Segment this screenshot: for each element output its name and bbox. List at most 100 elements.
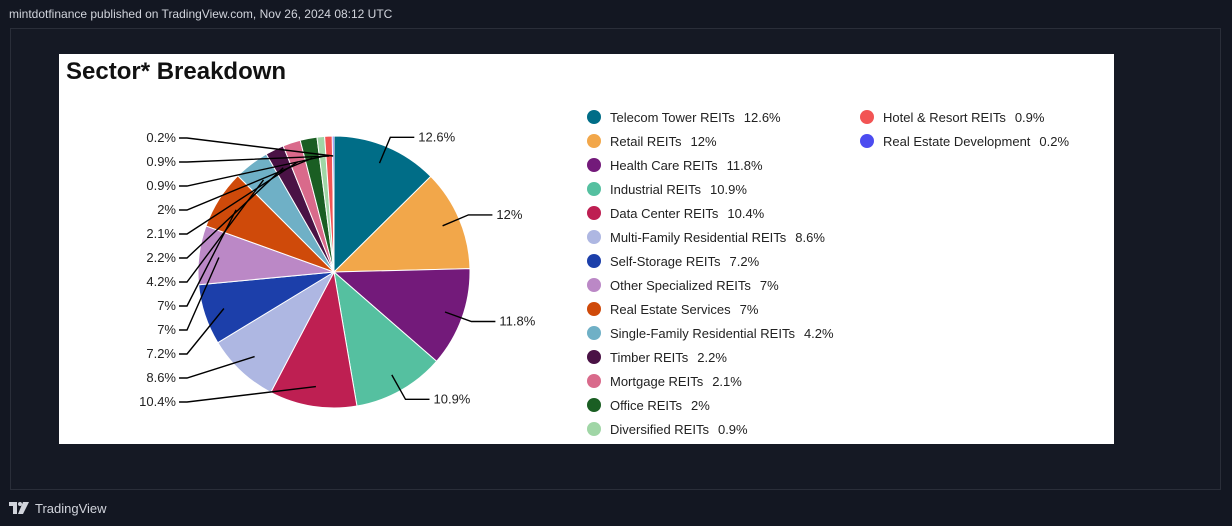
legend-swatch <box>587 230 601 244</box>
leader-line-hotel-and-resort-reits <box>179 155 330 163</box>
legend-label: Telecom Tower REITs <box>610 109 735 125</box>
data-label-industrial-reits: 10.9% <box>434 391 471 406</box>
data-label-self-storage-reits: 7.2% <box>146 346 176 361</box>
legend-label: Self-Storage REITs <box>610 253 721 269</box>
legend-label: Mortgage REITs <box>610 373 704 389</box>
data-label-retail-reits: 12% <box>496 207 522 222</box>
legend-value: 8.6% <box>795 229 825 245</box>
leader-line-self-storage-reits <box>179 308 225 355</box>
data-label-other-specialized-reits: 7% <box>157 322 176 337</box>
leader-line-other-specialized-reits <box>179 257 220 331</box>
legend-item-retail-reits: Retail REITs 12% <box>587 129 834 153</box>
legend-value: 7% <box>739 301 759 317</box>
legend-label: Timber REITs <box>610 349 689 365</box>
legend-item-real-estate-development: Real Estate Development 0.2% <box>860 129 1069 153</box>
publisher-bar: mintdotfinance published on TradingView.… <box>0 0 1232 28</box>
legend-value: 0.9% <box>1014 109 1045 125</box>
data-label-real-estate-development: 0.2% <box>146 130 176 145</box>
publisher-text: mintdotfinance published on TradingView.… <box>9 7 393 21</box>
legend-item-industrial-reits: Industrial REITs 10.9% <box>587 177 834 201</box>
legend-swatch <box>587 398 601 412</box>
legend-value: 0.2% <box>1039 133 1070 149</box>
legend-swatch <box>587 278 601 292</box>
tradingview-logo-icon <box>9 502 29 514</box>
data-label-office-reits: 2% <box>157 202 176 217</box>
legend-value: 11.8% <box>726 157 763 173</box>
leader-line-industrial-reits <box>391 374 430 400</box>
legend-label: Industrial REITs <box>610 181 702 197</box>
data-label-multi-family-residential-reits: 8.6% <box>146 370 176 385</box>
legend-swatch <box>587 422 601 436</box>
legend-value: 12% <box>690 133 717 149</box>
legend-item-telecom-tower-reits: Telecom Tower REITs 12.6% <box>587 105 834 129</box>
legend-swatch <box>587 326 601 340</box>
legend-value: 2.2% <box>697 349 727 365</box>
chart-title: Sector* Breakdown <box>66 58 287 85</box>
legend-swatch <box>860 110 874 124</box>
legend-label: Hotel & Resort REITs <box>883 109 1006 125</box>
legend-value: 7.2% <box>729 253 760 269</box>
legend-item-real-estate-services: Real Estate Services 7% <box>587 297 834 321</box>
legend-swatch <box>587 158 601 172</box>
legend-item-office-reits: Office REITs 2% <box>587 393 834 417</box>
legend-swatch <box>587 254 601 268</box>
data-label-data-center-reits: 10.4% <box>139 394 176 409</box>
legend-label: Single-Family Residential REITs <box>610 325 795 341</box>
legend-label: Data Center REITs <box>610 205 719 221</box>
legend-swatch <box>587 182 601 196</box>
data-label-hotel-and-resort-reits: 0.9% <box>146 154 176 169</box>
legend-column-2: Hotel & Resort REITs 0.9% Real Estate Deve… <box>860 105 1069 153</box>
legend-swatch <box>587 374 601 388</box>
leader-line-real-estate-services <box>179 209 237 307</box>
leader-line-telecom-tower-reits <box>378 136 415 164</box>
legend-item-timber-reits: Timber REITs 2.2% <box>587 345 834 369</box>
legend-item-hotel-and-resort-reits: Hotel & Resort REITs 0.9% <box>860 105 1069 129</box>
legend-label: Real Estate Development <box>883 133 1031 149</box>
data-label-timber-reits: 2.2% <box>146 250 176 265</box>
legend-item-multi-family-residential-reits: Multi-Family Residential REITs 8.6% <box>587 225 834 249</box>
legend-label: Other Specialized REITs <box>610 277 751 293</box>
footer: TradingView <box>9 497 107 519</box>
leader-line-single-family-residential-reits <box>179 179 265 283</box>
legend-label: Diversified REITs <box>610 421 709 437</box>
legend-item-mortgage-reits: Mortgage REITs 2.1% <box>587 369 834 393</box>
legend-column-1: Telecom Tower REITs 12.6% Retail REITs 12% H… <box>587 105 834 441</box>
legend-swatch <box>587 134 601 148</box>
leader-line-real-estate-development <box>179 137 334 157</box>
leader-line-diversified-reits <box>179 155 323 187</box>
data-label-real-estate-services: 7% <box>157 298 176 313</box>
legend-label: Retail REITs <box>610 133 682 149</box>
legend-swatch <box>587 206 601 220</box>
legend-label: Office REITs <box>610 397 683 413</box>
legend-item-self-storage-reits: Self-Storage REITs 7.2% <box>587 249 834 273</box>
legend-value: 0.9% <box>717 421 748 437</box>
data-label-telecom-tower-reits: 12.6% <box>418 129 455 144</box>
data-label-single-family-residential-reits: 4.2% <box>146 274 176 289</box>
data-label-diversified-reits: 0.9% <box>146 178 176 193</box>
legend-swatch <box>587 110 601 124</box>
legend-item-health-care-reits: Health Care REITs 11.8% <box>587 153 834 177</box>
legend-label: Real Estate Services <box>610 301 731 317</box>
data-label-health-care-reits: 11.8% <box>499 314 535 329</box>
pie-chart: 12.6% 12% 11.8% 10.9% 0.2% 0.9% 0.9% 2% 2.1% 2.2%… <box>139 129 536 409</box>
legend-label: Multi-Family Residential REITs <box>610 229 787 245</box>
legend-value: 10.9% <box>710 181 747 197</box>
legend-value: 2% <box>691 397 710 413</box>
legend-value: 12.6% <box>743 109 781 125</box>
legend-item-other-specialized-reits: Other Specialized REITs 7% <box>587 273 834 297</box>
legend-item-single-family-residential-reits: Single-Family Residential REITs 4.2% <box>587 321 834 345</box>
legend-value: 2.1% <box>712 373 742 389</box>
leader-line-health-care-reits <box>444 311 496 323</box>
pie-slice-real-estate-development <box>331 135 335 273</box>
legend-value: 4.2% <box>803 325 834 341</box>
pie-slice-data-center-reits <box>270 270 358 409</box>
leader-line-data-center-reits <box>179 385 316 403</box>
legend-value: 7% <box>759 277 779 293</box>
legend-swatch <box>587 302 601 316</box>
leader-line-mortgage-reits <box>179 161 299 235</box>
leader-line-retail-reits <box>442 214 493 227</box>
data-label-mortgage-reits: 2.1% <box>146 226 176 241</box>
leader-line-multi-family-residential-reits <box>179 355 255 379</box>
legend-item-diversified-reits: Diversified REITs 0.9% <box>587 417 834 441</box>
legend-swatch <box>860 134 874 148</box>
